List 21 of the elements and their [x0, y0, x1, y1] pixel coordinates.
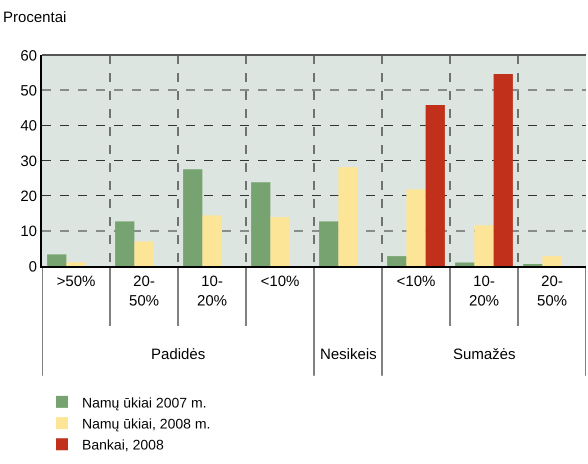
- legend-label: Namų ūkiai, 2008 m.: [82, 416, 210, 432]
- text: Sumažės: [453, 346, 516, 363]
- y-axis-title: Procentai: [3, 9, 66, 26]
- y-tick-label: 20: [20, 188, 37, 205]
- x-tick-label: <10%: [260, 273, 300, 290]
- y-tick-label: 60: [20, 47, 37, 64]
- y-tick-label: 10: [20, 223, 37, 240]
- x-tick-label: 20- 50%: [536, 273, 568, 310]
- y-tick-label: 40: [20, 118, 37, 135]
- x-tick-label: 20- 50%: [128, 273, 160, 310]
- x-tick-label: <10%: [396, 273, 436, 290]
- x-tick-label: 10- 20%: [196, 273, 228, 310]
- y-tick-label: 50: [20, 82, 37, 100]
- x-tick-label: >50%: [56, 273, 96, 290]
- text: Padidės: [151, 346, 206, 363]
- text: Nesikeis: [320, 346, 377, 363]
- y-tick-label: 0: [28, 258, 37, 276]
- x-tick-label: 10- 20%: [468, 273, 500, 310]
- y-tick-label: 30: [20, 152, 37, 170]
- legend-label: Namų ūkiai 2007 m.: [82, 394, 207, 410]
- legend-label: Bankai, 2008: [82, 436, 164, 453]
